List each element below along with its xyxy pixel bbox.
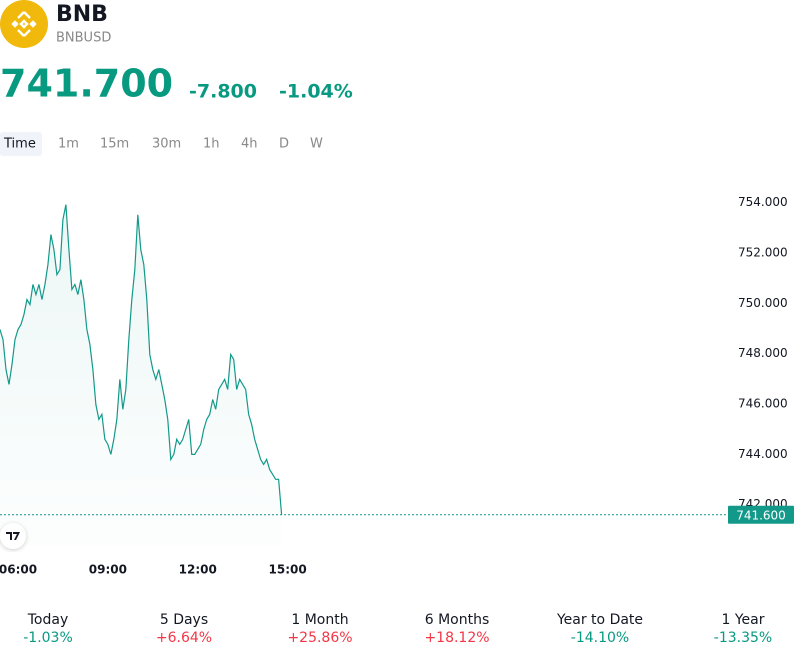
period-change[interactable]: -13.35%: [714, 630, 772, 646]
tv-logo: [0, 523, 26, 549]
price-change-percent: -1.04%: [279, 81, 353, 103]
period-name[interactable]: 5 Days: [160, 612, 208, 628]
price: 741.700: [0, 62, 173, 106]
price-change: -7.800: [189, 81, 257, 103]
period-name[interactable]: 6 Months: [425, 612, 490, 628]
period-name[interactable]: 1 Month: [291, 612, 348, 628]
x-tick-label: 06:00: [0, 563, 37, 577]
interval-button[interactable]: 15m: [100, 137, 129, 152]
logo: [0, 0, 48, 48]
period-change[interactable]: +6.64%: [156, 630, 212, 646]
period-change[interactable]: -14.10%: [571, 630, 629, 646]
period-change[interactable]: -1.03%: [23, 630, 73, 646]
interval-button[interactable]: Time: [3, 137, 36, 152]
interval-button[interactable]: D: [279, 137, 289, 152]
period-change[interactable]: +25.86%: [287, 630, 352, 646]
area-fill: [0, 204, 282, 546]
y-tick-label: 746.000: [738, 397, 788, 411]
period-name[interactable]: 1 Year: [722, 612, 765, 628]
last-price-label: 741.600: [736, 508, 786, 522]
x-tick-label: 12:00: [179, 563, 217, 577]
coin-name: BNB: [56, 2, 108, 27]
interval-button[interactable]: 1m: [58, 137, 79, 152]
y-tick-label: 752.000: [738, 246, 788, 260]
interval-button[interactable]: 30m: [152, 137, 181, 152]
symbol: BNBUSD: [56, 31, 111, 46]
y-tick-label: 750.000: [738, 296, 788, 310]
interval-button[interactable]: W: [310, 137, 323, 152]
interval-button[interactable]: 1h: [203, 137, 220, 152]
price-line: [0, 204, 283, 515]
period-name[interactable]: Today: [27, 612, 69, 628]
selected-interval-bg: [0, 132, 42, 156]
x-tick-label: 09:00: [89, 563, 127, 577]
interval-button[interactable]: 4h: [241, 137, 258, 152]
y-tick-label: 744.000: [738, 447, 788, 461]
y-tick-label: 754.000: [738, 195, 788, 209]
x-tick-label: 15:00: [269, 563, 307, 577]
last-price-box: [728, 505, 794, 524]
period-change[interactable]: +18.12%: [424, 630, 489, 646]
period-name[interactable]: Year to Date: [556, 612, 643, 628]
y-tick-label: 748.000: [738, 346, 788, 360]
